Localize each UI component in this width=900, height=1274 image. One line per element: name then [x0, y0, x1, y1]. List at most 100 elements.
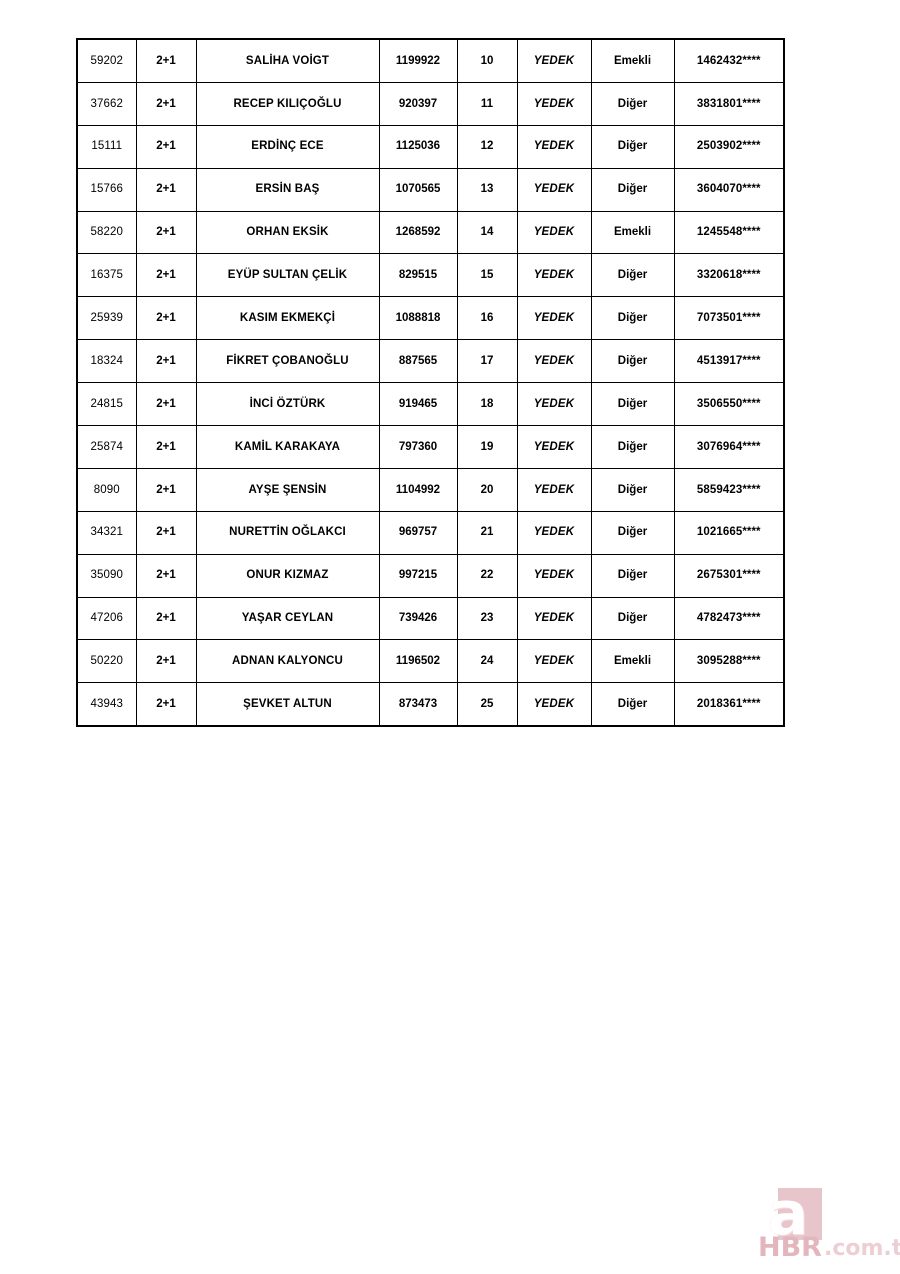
- cell-result-status: YEDEK: [516, 339, 592, 384]
- watermark-square-icon: [778, 1188, 822, 1240]
- table-row: 58220 2+1 ORHAN EKSİK 1268592 14 YEDEK Emekli 1…: [76, 210, 785, 255]
- cell-housing-type: 2+1: [135, 210, 197, 255]
- cell-draw-order: 22: [456, 553, 518, 598]
- cell-result-status: YEDEK: [516, 682, 592, 727]
- cell-applicant-name: RECEP KILIÇOĞLU: [195, 81, 380, 126]
- cell-applicant-name: ŞEVKET ALTUN: [195, 682, 380, 727]
- cell-result-status: YEDEK: [516, 639, 592, 684]
- cell-applicant-name: AYŞE ŞENSİN: [195, 467, 380, 512]
- cell-draw-order: 12: [456, 124, 518, 169]
- cell-application-no: 15111: [76, 124, 137, 169]
- table-row: 50220 2+1 ADNAN KALYONCU 1196502 24 YEDEK Emek…: [76, 639, 785, 684]
- cell-result-status: YEDEK: [516, 553, 592, 598]
- cell-file-no: 1125036: [378, 124, 458, 169]
- cell-draw-order: 10: [456, 38, 518, 83]
- cell-national-id-masked: 2018361****: [673, 682, 785, 727]
- cell-file-no: 739426: [378, 596, 458, 641]
- cell-draw-order: 19: [456, 425, 518, 469]
- cell-national-id-masked: 1245548****: [673, 210, 785, 255]
- cell-application-no: 16375: [76, 253, 137, 298]
- cell-category: Diğer: [590, 253, 675, 298]
- cell-category: Emekli: [590, 210, 675, 255]
- table-row: 47206 2+1 YAŞAR CEYLAN 739426 23 YEDEK Diğer 47…: [76, 596, 785, 641]
- cell-application-no: 15766: [76, 167, 137, 212]
- cell-national-id-masked: 1021665****: [673, 510, 785, 555]
- cell-national-id-masked: 3831801****: [673, 81, 785, 126]
- cell-applicant-name: ONUR KIZMAZ: [195, 553, 380, 598]
- cell-draw-order: 18: [456, 382, 518, 427]
- cell-applicant-name: ADNAN KALYONCU: [195, 639, 380, 684]
- watermark-brand-text: HBR: [758, 1232, 822, 1263]
- cell-result-status: YEDEK: [516, 124, 592, 169]
- cell-application-no: 25939: [76, 296, 137, 341]
- cell-national-id-masked: 3076964****: [673, 425, 785, 469]
- cell-national-id-masked: 3320618****: [673, 253, 785, 298]
- cell-draw-order: 24: [456, 639, 518, 684]
- cell-file-no: 1196502: [378, 639, 458, 684]
- cell-file-no: 1199922: [378, 38, 458, 83]
- cell-applicant-name: ORHAN EKSİK: [195, 210, 380, 255]
- cell-draw-order: 25: [456, 682, 518, 727]
- cell-national-id-masked: 2675301****: [673, 553, 785, 598]
- table-row: 35090 2+1 ONUR KIZMAZ 997215 22 YEDEK Diğer 267…: [76, 553, 785, 598]
- cell-housing-type: 2+1: [135, 339, 197, 384]
- cell-category: Diğer: [590, 425, 675, 469]
- cell-national-id-masked: 1462432****: [673, 38, 785, 83]
- cell-housing-type: 2+1: [135, 38, 197, 83]
- cell-application-no: 37662: [76, 81, 137, 126]
- cell-file-no: 873473: [378, 682, 458, 727]
- cell-applicant-name: KAMİL KARAKAYA: [195, 425, 380, 469]
- cell-category: Diğer: [590, 682, 675, 727]
- cell-category: Diğer: [590, 167, 675, 212]
- cell-national-id-masked: 3506550****: [673, 382, 785, 427]
- cell-application-no: 8090: [76, 467, 137, 512]
- cell-application-no: 18324: [76, 339, 137, 384]
- cell-draw-order: 16: [456, 296, 518, 341]
- cell-national-id-masked: 7073501****: [673, 296, 785, 341]
- cell-housing-type: 2+1: [135, 296, 197, 341]
- cell-result-status: YEDEK: [516, 467, 592, 512]
- results-table-container: 59202 2+1 SALİHA VOİGT 1199922 10 YEDEK Emekli…: [76, 38, 785, 728]
- table-row: 59202 2+1 SALİHA VOİGT 1199922 10 YEDEK Emekli…: [76, 38, 785, 83]
- cell-housing-type: 2+1: [135, 382, 197, 427]
- cell-category: Diğer: [590, 339, 675, 384]
- cell-application-no: 24815: [76, 382, 137, 427]
- cell-draw-order: 13: [456, 167, 518, 212]
- cell-draw-order: 20: [456, 467, 518, 512]
- cell-file-no: 1070565: [378, 167, 458, 212]
- watermark-letter-a: a: [767, 1179, 809, 1249]
- table-row: 34321 2+1 NURETTİN OĞLAKCI 969757 21 YEDEK Diğ…: [76, 510, 785, 555]
- cell-housing-type: 2+1: [135, 425, 197, 469]
- cell-application-no: 50220: [76, 639, 137, 684]
- cell-housing-type: 2+1: [135, 167, 197, 212]
- cell-result-status: YEDEK: [516, 167, 592, 212]
- cell-category: Diğer: [590, 124, 675, 169]
- cell-national-id-masked: 4782473****: [673, 596, 785, 641]
- cell-applicant-name: KASIM EKMEKÇİ: [195, 296, 380, 341]
- cell-result-status: YEDEK: [516, 596, 592, 641]
- cell-file-no: 920397: [378, 81, 458, 126]
- cell-application-no: 58220: [76, 210, 137, 255]
- cell-applicant-name: YAŞAR CEYLAN: [195, 596, 380, 641]
- cell-application-no: 47206: [76, 596, 137, 641]
- table-row: 25874 2+1 KAMİL KARAKAYA 797360 19 YEDEK Diğer…: [76, 425, 785, 469]
- cell-file-no: 829515: [378, 253, 458, 298]
- cell-application-no: 34321: [76, 510, 137, 555]
- cell-housing-type: 2+1: [135, 124, 197, 169]
- cell-application-no: 43943: [76, 682, 137, 727]
- table-row: 15766 2+1 ERSİN BAŞ 1070565 13 YEDEK Diğer 3604…: [76, 167, 785, 212]
- cell-applicant-name: İNCİ ÖZTÜRK: [195, 382, 380, 427]
- cell-applicant-name: NURETTİN OĞLAKCI: [195, 510, 380, 555]
- cell-category: Diğer: [590, 296, 675, 341]
- watermark-domain-text: .com.tr: [824, 1236, 900, 1261]
- cell-housing-type: 2+1: [135, 682, 197, 727]
- cell-result-status: YEDEK: [516, 253, 592, 298]
- table-row: 37662 2+1 RECEP KILIÇOĞLU 920397 11 YEDEK Diğe…: [76, 81, 785, 126]
- cell-draw-order: 23: [456, 596, 518, 641]
- cell-housing-type: 2+1: [135, 81, 197, 126]
- cell-housing-type: 2+1: [135, 510, 197, 555]
- cell-category: Diğer: [590, 553, 675, 598]
- cell-category: Diğer: [590, 382, 675, 427]
- cell-applicant-name: SALİHA VOİGT: [195, 38, 380, 83]
- cell-draw-order: 11: [456, 81, 518, 126]
